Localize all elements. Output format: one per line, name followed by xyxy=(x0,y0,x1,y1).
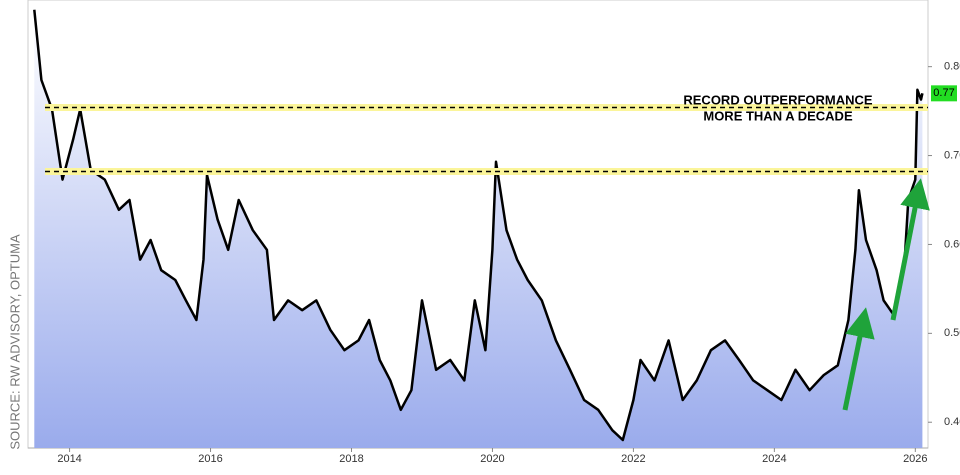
y-tick-label: 0.50 xyxy=(944,327,960,339)
y-tick-label: 0.70 xyxy=(944,149,960,161)
y-tick-label: 0.80 xyxy=(944,61,960,73)
y-tick-label: 0.40 xyxy=(944,416,960,428)
x-tick-label: 2026 xyxy=(903,453,927,465)
last-value-label: 0.77 xyxy=(933,87,954,99)
x-tick-label: 2024 xyxy=(762,453,786,465)
annotation: MORE THAN A DECADE xyxy=(703,108,853,123)
x-tick-label: 2016 xyxy=(198,453,222,465)
source: SOURCE: RW ADVISORY, OPTUMA xyxy=(7,234,22,450)
line xyxy=(33,9,924,442)
area xyxy=(34,9,923,449)
x-tick-label: 2014 xyxy=(57,453,81,465)
arrow xyxy=(890,178,930,321)
x-tick-label: 2018 xyxy=(339,453,363,465)
last-value-box xyxy=(931,85,957,102)
x-tick-label: 2022 xyxy=(621,453,645,465)
annotation: RECORD OUTPERFORMANCE xyxy=(683,92,873,107)
y-tick-label: 0.60 xyxy=(944,238,960,250)
x-tick-label: 2020 xyxy=(480,453,504,465)
arrow xyxy=(842,307,875,411)
